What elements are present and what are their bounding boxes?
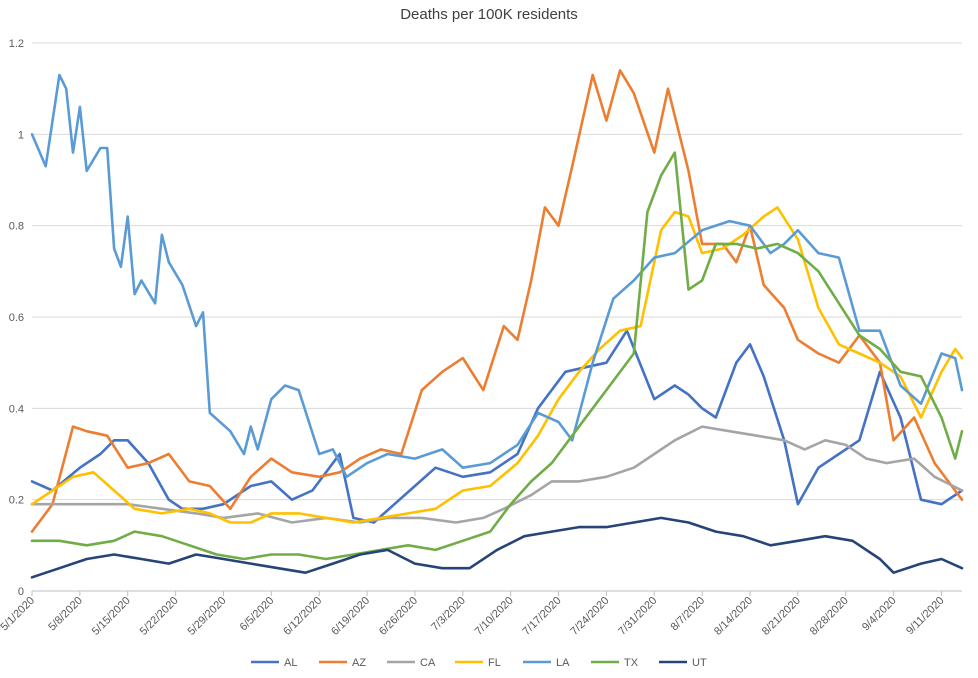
x-tick-label: 7/17/2020 [521, 595, 564, 638]
y-tick-label: 0.2 [9, 495, 24, 507]
legend-label: UT [692, 657, 707, 669]
x-tick-label: 6/12/2020 [281, 595, 324, 638]
y-tick-label: 1 [18, 129, 24, 141]
x-tick-label: 6/5/2020 [238, 595, 277, 634]
legend-item-ca: CA [387, 657, 436, 669]
series-line-fl [30, 206, 964, 524]
x-axis-ticks: 5/1/2020 5/8/2020 5/15/2020 5/22/2020 5/29/2… [0, 591, 947, 638]
x-tick-label: 7/10/2020 [473, 595, 516, 638]
x-tick-label: 5/15/2020 [90, 595, 133, 638]
x-tick-label: 7/31/2020 [616, 595, 659, 638]
x-tick-label: 5/22/2020 [138, 595, 181, 638]
x-tick-label: 5/29/2020 [186, 595, 229, 638]
legend-item-fl: FL [455, 657, 501, 669]
x-tick-label: 8/28/2020 [808, 595, 851, 638]
legend-item-tx: TX [591, 657, 639, 669]
series-line-ca [30, 425, 964, 524]
legend-item-al: AL [251, 657, 297, 669]
y-tick-label: 0.6 [9, 312, 24, 324]
legend-label: FL [488, 657, 501, 669]
x-tick-label: 5/8/2020 [46, 595, 85, 634]
x-tick-label: 6/26/2020 [377, 595, 420, 638]
gridlines [32, 42, 962, 592]
chart-title: Deaths per 100K residents [400, 6, 578, 23]
y-tick-label: 0 [18, 586, 24, 598]
legend-label: CA [420, 657, 436, 669]
x-tick-label: 9/4/2020 [860, 595, 899, 634]
series-line-la [30, 73, 964, 479]
series-line-ut [30, 516, 964, 579]
legend-label: TX [624, 657, 639, 669]
x-tick-label: 8/14/2020 [712, 595, 755, 638]
x-tick-label: 5/1/2020 [0, 595, 37, 634]
legend-item-la: LA [523, 657, 570, 669]
y-tick-label: 1.2 [9, 38, 24, 50]
series-line-tx [30, 151, 964, 561]
legend-label: LA [556, 657, 570, 669]
legend: AL AZ CA FL LA TX UT [251, 657, 707, 669]
x-tick-label: 7/3/2020 [429, 595, 468, 634]
x-tick-label: 8/7/2020 [668, 595, 707, 634]
series-line-az [30, 69, 964, 533]
x-tick-label: 8/21/2020 [760, 595, 803, 638]
legend-label: AL [284, 657, 297, 669]
y-axis-ticks: 0 0.2 0.4 0.6 0.8 1 1.2 [9, 38, 24, 598]
legend-item-ut: UT [659, 657, 707, 669]
legend-label: AZ [352, 657, 366, 669]
x-tick-label: 6/19/2020 [329, 595, 372, 638]
legend-item-az: AZ [319, 657, 366, 669]
series-line-al [30, 329, 964, 524]
series-lines [30, 69, 964, 579]
x-tick-label: 7/24/2020 [568, 595, 611, 638]
y-tick-label: 0.8 [9, 221, 24, 233]
y-tick-label: 0.4 [9, 403, 24, 415]
x-tick-label: 9/11/2020 [904, 595, 947, 638]
